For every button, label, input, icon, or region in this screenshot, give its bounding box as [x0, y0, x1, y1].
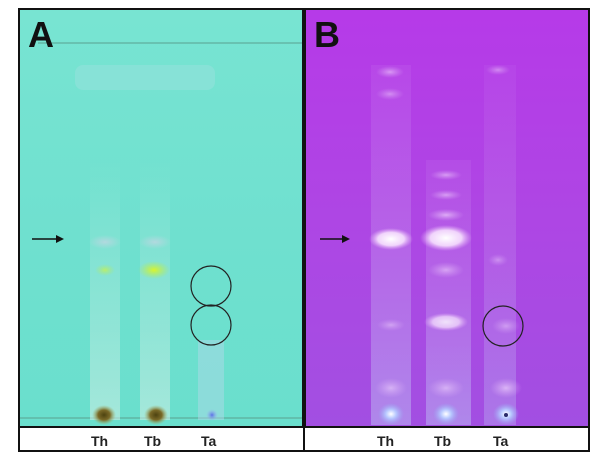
top-band-a: [75, 65, 215, 90]
spot-tb-arrow-a: [139, 235, 171, 249]
origin-spot-tb-a: [144, 405, 168, 425]
lane-th-a: [90, 160, 120, 420]
glow-ta-b-origin: [490, 378, 522, 398]
lane-label-tb-b: Tb: [434, 433, 452, 449]
origin-spot-th-b: [378, 403, 404, 425]
panel-label-a: A: [28, 14, 54, 55]
arrow-head-b: [342, 235, 350, 243]
circle-marker-b: [482, 305, 524, 347]
band-tb-b1: [430, 170, 462, 180]
lane-tb-a: [140, 160, 170, 420]
tlc-plate-a-drawing: [20, 42, 302, 425]
tlc-plate-b-drawing: [320, 65, 524, 425]
top-spot-th-b2: [376, 88, 404, 100]
origin-dot-ta-b: [504, 413, 508, 417]
origin-spot-tb-b: [433, 403, 459, 425]
panel-divider: [303, 428, 305, 452]
tlc-plate-panel-b: B: [304, 8, 590, 428]
spot-tb-b-260: [428, 262, 464, 278]
green-spot-th: [95, 264, 115, 276]
glow-th-b-origin: [375, 378, 407, 398]
spot-th-b-315: [377, 319, 405, 331]
origin-spot-ta-a: [206, 409, 218, 421]
band-tb-b3: [428, 209, 464, 221]
arrow-head-a: [56, 235, 64, 243]
lane-labels-a: Th Tb Ta: [18, 430, 304, 452]
panel-label-b: B: [314, 14, 340, 55]
tlc-plate-panel-a: A: [18, 8, 304, 428]
lane-ta-b: [484, 65, 516, 425]
band-tb-b2: [430, 190, 462, 200]
green-spot-tb: [138, 261, 170, 279]
origin-spot-th-a: [92, 405, 116, 425]
glow-tb-b-origin: [428, 378, 464, 398]
spot-ta-b-250: [488, 254, 508, 266]
circle-marker-lower-a: [190, 304, 232, 346]
main-spot-tb-b: [420, 225, 472, 251]
lane-ta-a: [198, 340, 224, 420]
circle-marker-upper-a: [190, 265, 232, 307]
spot-th-arrow-a: [89, 235, 121, 249]
top-spot-ta-b: [486, 65, 510, 75]
lane-label-ta-a: Ta: [201, 433, 217, 449]
main-spot-th-b: [369, 228, 413, 250]
top-spot-th-b1: [376, 66, 404, 78]
lane-label-tb-a: Tb: [144, 433, 162, 449]
lane-label-th-a: Th: [91, 433, 109, 449]
lane-label-ta-b: Ta: [493, 433, 509, 449]
lane-labels-b: Th Tb Ta: [304, 430, 590, 452]
spot-tb-b-312: [424, 313, 468, 331]
lane-label-th-b: Th: [377, 433, 395, 449]
spot-ta-b-316: [492, 318, 520, 334]
